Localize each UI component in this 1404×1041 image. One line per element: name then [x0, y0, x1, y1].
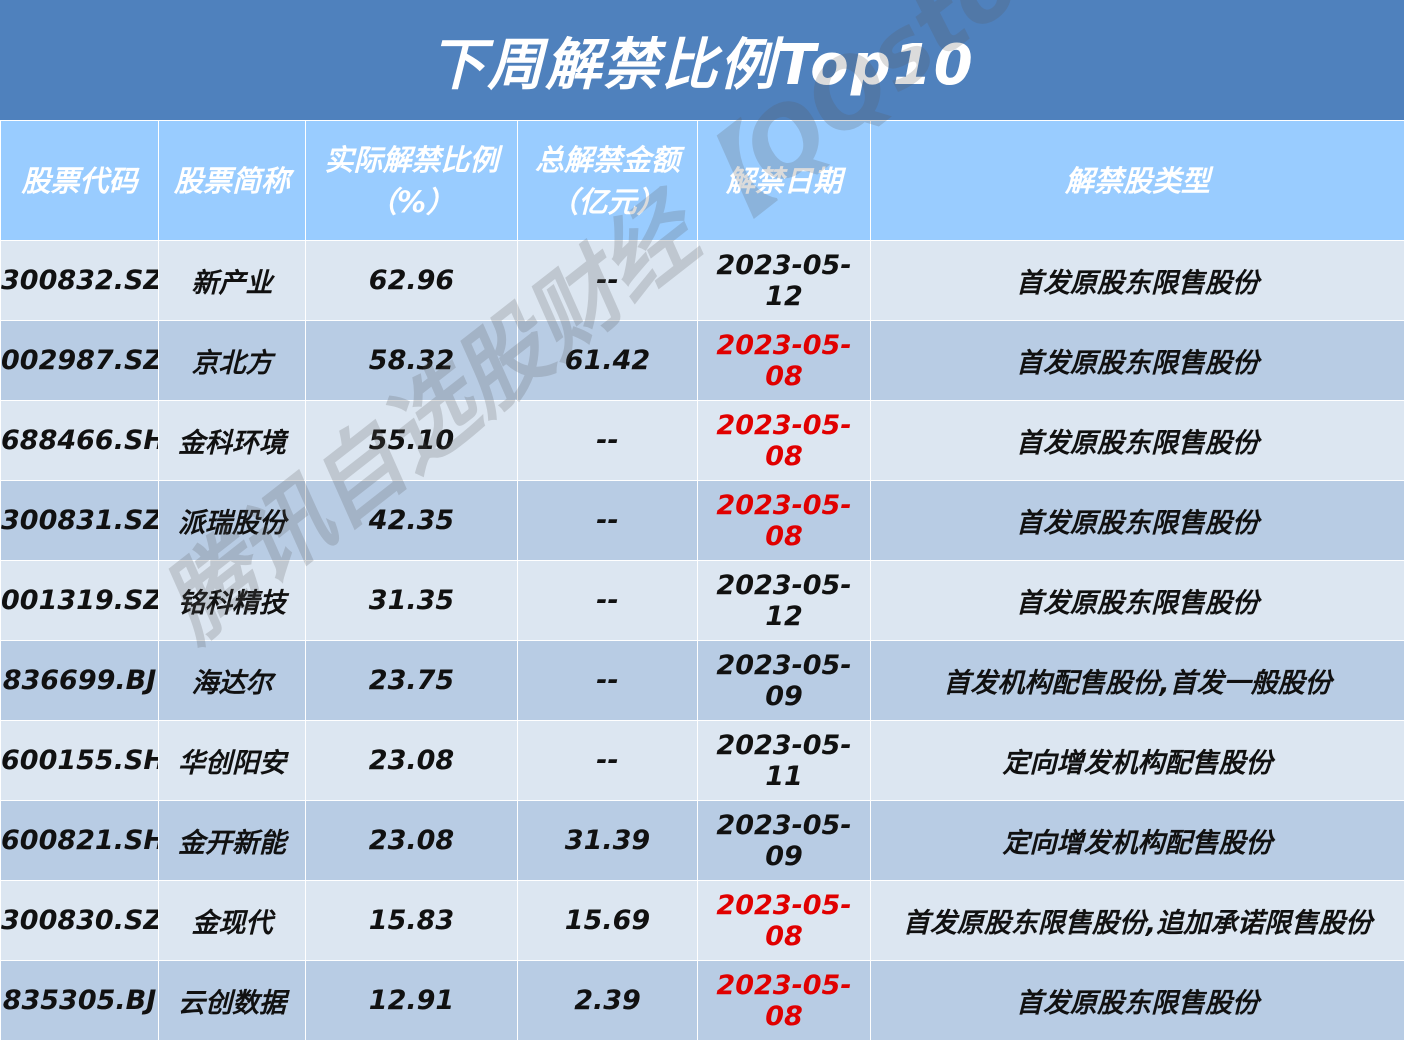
table-cell: 派瑞股份	[158, 480, 306, 561]
table-cell: --	[517, 560, 698, 641]
table-cell: 新产业	[158, 240, 306, 321]
table-cell: 铭科精技	[158, 560, 306, 641]
table-cell: 002987.SZ	[0, 320, 159, 401]
table-row: 600821.SH 金开新能 23.08 31.39 2023-05-09 定向增发机构配…	[0, 800, 1404, 881]
table-cell: 京北方	[158, 320, 306, 401]
table-cell: 首发原股东限售股份	[870, 400, 1404, 481]
table-cell: 2023-05-11	[697, 720, 871, 801]
table-cell: 61.42	[517, 320, 698, 401]
table-cell: 31.39	[517, 800, 698, 881]
table-cell: 定向增发机构配售股份	[870, 720, 1404, 801]
table: 股票代码 股票简称 实际解禁比例 （%） 总解禁金额 （亿元） 解禁日期 解禁股类型 30…	[0, 120, 1404, 1041]
table-cell: 首发原股东限售股份,追加承诺限售股份	[870, 880, 1404, 961]
table-cell: 23.08	[305, 720, 518, 801]
table-cell: 600155.SH	[0, 720, 159, 801]
table-row: 688466.SH 金科环境 55.10 -- 2023-05-08 首发原股东限售股份	[0, 400, 1404, 481]
table-cell: 2023-05-09	[697, 640, 871, 721]
header-row: 股票代码 股票简称 实际解禁比例 （%） 总解禁金额 （亿元） 解禁日期 解禁股类型	[0, 120, 1404, 241]
table-cell: --	[517, 640, 698, 721]
table-row: 300832.SZ 新产业 62.96 -- 2023-05-12 首发原股东限售股份	[0, 240, 1404, 321]
table-cell: 12.91	[305, 960, 518, 1041]
table-cell: 836699.BJ	[0, 640, 159, 721]
table-cell: 300830.SZ	[0, 880, 159, 961]
table-cell: 2023-05-08	[697, 400, 871, 481]
table-cell: 华创阳安	[158, 720, 306, 801]
table-cell: 金科环境	[158, 400, 306, 481]
table-row: 836699.BJ 海达尔 23.75 -- 2023-05-09 首发机构配售股份,首发…	[0, 640, 1404, 721]
table-cell: 300832.SZ	[0, 240, 159, 321]
table-cell: 55.10	[305, 400, 518, 481]
table-row: 001319.SZ 铭科精技 31.35 -- 2023-05-12 首发原股东限售股份	[0, 560, 1404, 641]
table-cell: 600821.SH	[0, 800, 159, 881]
header-cell: 股票代码	[0, 120, 159, 241]
header-cell: 实际解禁比例 （%）	[305, 120, 518, 241]
table-cell: 金现代	[158, 880, 306, 961]
table-cell: 云创数据	[158, 960, 306, 1041]
table-cell: 2023-05-08	[697, 880, 871, 961]
header-cell: 解禁股类型	[870, 120, 1404, 241]
table-cell: --	[517, 480, 698, 561]
table-cell: 62.96	[305, 240, 518, 321]
table-body: 300832.SZ 新产业 62.96 -- 2023-05-12 首发原股东限售股份 00…	[0, 240, 1404, 1041]
table-row: 002987.SZ 京北方 58.32 61.42 2023-05-08 首发原股东限售股…	[0, 320, 1404, 401]
table-cell: 首发机构配售股份,首发一般股份	[870, 640, 1404, 721]
table-row: 300830.SZ 金现代 15.83 15.69 2023-05-08 首发原股东限售股…	[0, 880, 1404, 961]
header-cell: 总解禁金额 （亿元）	[517, 120, 698, 241]
table-cell: 首发原股东限售股份	[870, 320, 1404, 401]
header-cell: 解禁日期	[697, 120, 871, 241]
table-cell: 2023-05-08	[697, 480, 871, 561]
table-cell: 首发原股东限售股份	[870, 960, 1404, 1041]
table-cell: 2023-05-08	[697, 320, 871, 401]
table-cell: 23.75	[305, 640, 518, 721]
table-cell: --	[517, 720, 698, 801]
table-cell: 定向增发机构配售股份	[870, 800, 1404, 881]
table-cell: 2023-05-09	[697, 800, 871, 881]
table-cell: 23.08	[305, 800, 518, 881]
table-cell: 001319.SZ	[0, 560, 159, 641]
table-cell: 2023-05-08	[697, 960, 871, 1041]
table-cell: 海达尔	[158, 640, 306, 721]
table-cell: 835305.BJ	[0, 960, 159, 1041]
table-cell: 688466.SH	[0, 400, 159, 481]
table-row: 835305.BJ 云创数据 12.91 2.39 2023-05-08 首发原股东限售股…	[0, 960, 1404, 1041]
table-cell: 金开新能	[158, 800, 306, 881]
table-cell: 首发原股东限售股份	[870, 560, 1404, 641]
table-cell: 42.35	[305, 480, 518, 561]
table-cell: 首发原股东限售股份	[870, 240, 1404, 321]
title: 下周解禁比例Top10	[0, 0, 1404, 120]
table-row: 600155.SH 华创阳安 23.08 -- 2023-05-11 定向增发机构配售股份	[0, 720, 1404, 801]
table-cell: 2.39	[517, 960, 698, 1041]
table-cell: 15.83	[305, 880, 518, 961]
table-cell: 2023-05-12	[697, 560, 871, 641]
table-cell: --	[517, 240, 698, 321]
table-cell: 首发原股东限售股份	[870, 480, 1404, 561]
table-cell: --	[517, 400, 698, 481]
table-cell: 31.35	[305, 560, 518, 641]
table-cell: 2023-05-12	[697, 240, 871, 321]
header-cell: 股票简称	[158, 120, 306, 241]
table-row: 300831.SZ 派瑞股份 42.35 -- 2023-05-08 首发原股东限售股份	[0, 480, 1404, 561]
table-cell: 300831.SZ	[0, 480, 159, 561]
table-cell: 15.69	[517, 880, 698, 961]
table-cell: 58.32	[305, 320, 518, 401]
